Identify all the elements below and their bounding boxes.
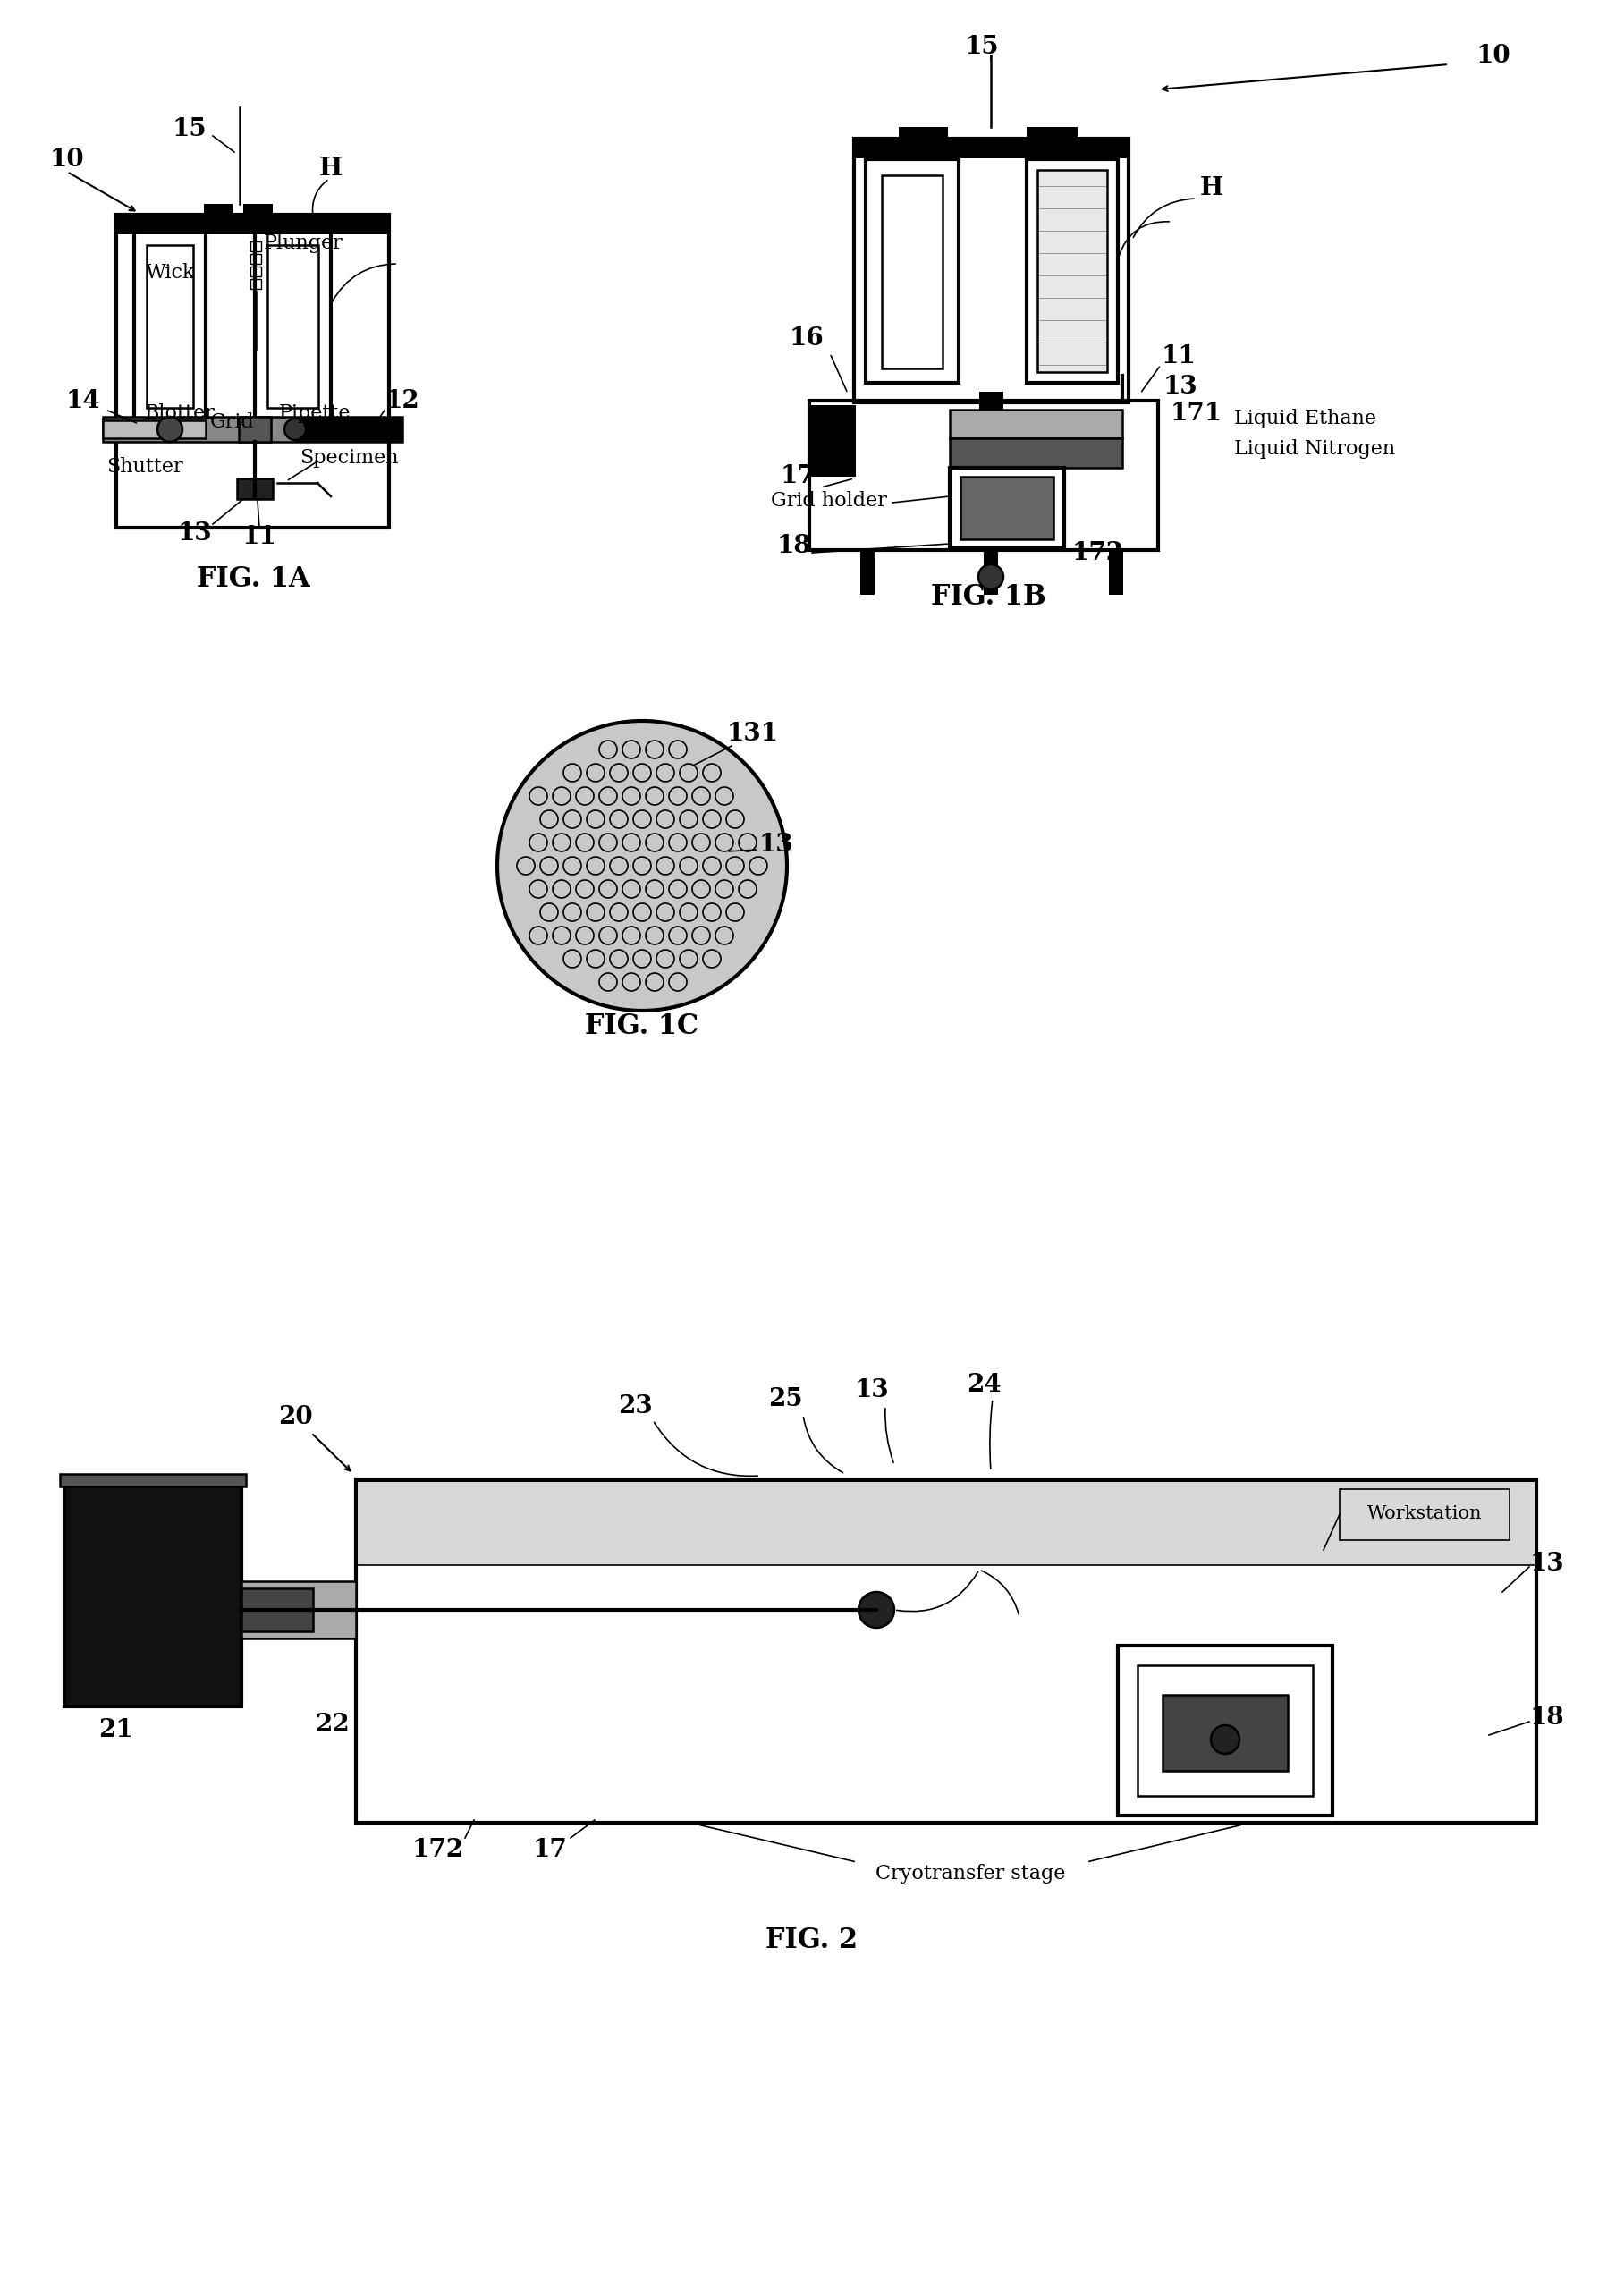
Polygon shape (296, 417, 403, 442)
Text: Plunger: Plunger (263, 234, 343, 254)
Text: H: H (1200, 175, 1223, 200)
Text: 172: 172 (1072, 540, 1124, 565)
Text: 16: 16 (789, 327, 823, 349)
Text: 14: 14 (67, 390, 101, 413)
Text: 17: 17 (533, 1838, 567, 1861)
Text: Shutter: Shutter (107, 456, 184, 476)
Text: 15: 15 (965, 34, 999, 59)
Polygon shape (244, 204, 273, 218)
Polygon shape (239, 417, 271, 442)
Polygon shape (979, 393, 1004, 417)
Polygon shape (898, 127, 948, 141)
Text: Wick: Wick (146, 263, 195, 284)
Text: 13: 13 (1163, 374, 1199, 399)
Text: 22: 22 (315, 1713, 351, 1736)
Text: FIG. 1A: FIG. 1A (197, 565, 310, 594)
Text: 10: 10 (50, 147, 84, 170)
Text: FIG. 2: FIG. 2 (767, 1926, 857, 1954)
Polygon shape (809, 406, 856, 476)
Text: 20: 20 (278, 1405, 312, 1429)
Text: 24: 24 (966, 1373, 1000, 1395)
Polygon shape (60, 1475, 245, 1486)
Polygon shape (1109, 549, 1124, 594)
Text: 13: 13 (177, 522, 213, 545)
Circle shape (497, 722, 788, 1010)
Polygon shape (861, 549, 875, 594)
Text: 23: 23 (617, 1393, 653, 1418)
Polygon shape (960, 476, 1054, 540)
Text: 172: 172 (412, 1838, 464, 1861)
Circle shape (158, 417, 182, 442)
Polygon shape (950, 438, 1122, 467)
Text: 15: 15 (172, 118, 206, 141)
Text: Grid: Grid (209, 413, 255, 431)
Text: 21: 21 (99, 1718, 133, 1743)
Polygon shape (1026, 127, 1078, 141)
Text: 131: 131 (728, 722, 780, 747)
Text: 11: 11 (1161, 345, 1195, 368)
Polygon shape (1038, 170, 1108, 372)
Text: 17: 17 (781, 463, 815, 488)
Circle shape (859, 1593, 895, 1627)
Polygon shape (205, 204, 232, 218)
Text: 18: 18 (1530, 1704, 1564, 1729)
Text: 10: 10 (1476, 43, 1510, 68)
Polygon shape (1163, 1695, 1288, 1770)
Text: 13: 13 (758, 833, 794, 858)
Text: 25: 25 (768, 1389, 802, 1411)
Polygon shape (950, 411, 1122, 438)
Polygon shape (357, 1482, 1535, 1566)
Text: Cryotransfer stage: Cryotransfer stage (875, 1863, 1065, 1883)
Text: 13: 13 (1530, 1552, 1564, 1575)
Text: Grid holder: Grid holder (771, 490, 887, 511)
Text: FIG. 1C: FIG. 1C (585, 1012, 698, 1041)
Polygon shape (242, 1581, 356, 1638)
Text: 13: 13 (854, 1380, 890, 1402)
Polygon shape (65, 1484, 242, 1706)
Polygon shape (853, 136, 1130, 159)
Text: 171: 171 (1171, 402, 1223, 424)
Text: H: H (320, 157, 343, 179)
Text: Specimen: Specimen (299, 447, 398, 467)
Text: Liquid Nitrogen: Liquid Nitrogen (1234, 440, 1395, 458)
Polygon shape (242, 1588, 313, 1631)
Text: Liquid Ethane: Liquid Ethane (1234, 408, 1376, 429)
Text: FIG. 1B: FIG. 1B (931, 583, 1046, 610)
Text: 11: 11 (242, 524, 276, 549)
Circle shape (1212, 1724, 1239, 1754)
Circle shape (284, 417, 305, 440)
Polygon shape (102, 417, 403, 442)
Circle shape (978, 565, 1004, 590)
Text: Workstation: Workstation (1367, 1507, 1483, 1522)
Polygon shape (114, 213, 391, 234)
Text: Blotter: Blotter (145, 404, 216, 422)
Polygon shape (984, 549, 999, 594)
Text: 12: 12 (385, 388, 419, 413)
Text: 18: 18 (776, 533, 812, 558)
Text: Pipette: Pipette (279, 404, 351, 422)
Polygon shape (102, 420, 206, 438)
Polygon shape (237, 479, 273, 499)
